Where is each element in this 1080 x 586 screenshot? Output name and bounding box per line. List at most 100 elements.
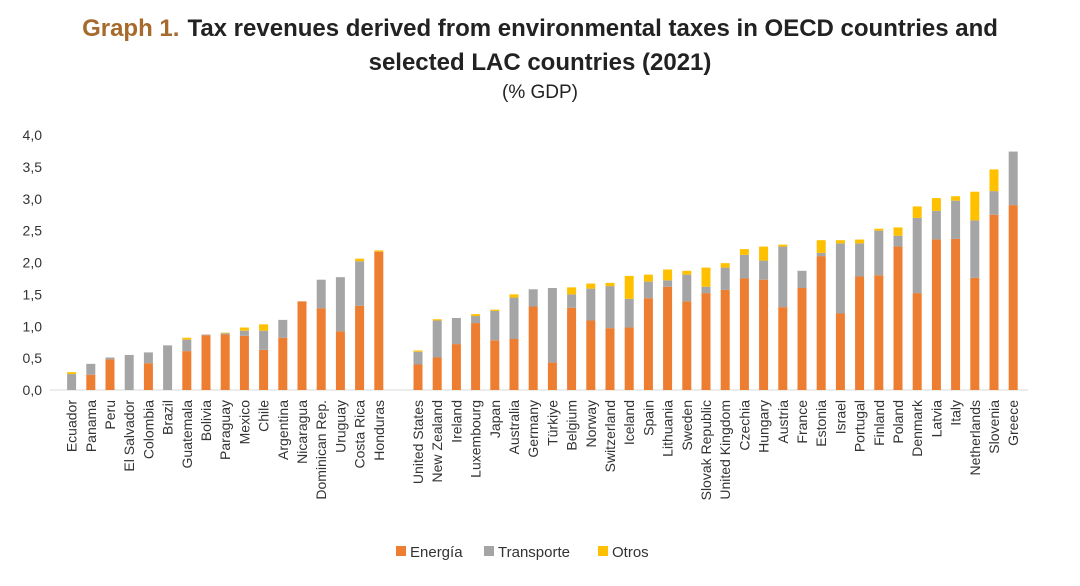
bar-segment-energía bbox=[490, 340, 500, 390]
bar-segment-transporte bbox=[220, 333, 230, 335]
bar-segment-transporte bbox=[143, 352, 153, 364]
bar-segment-energía bbox=[413, 364, 423, 390]
y-tick-label: 1,5 bbox=[23, 286, 43, 302]
bar-segment-transporte bbox=[316, 279, 326, 309]
bar-segment-otros bbox=[912, 206, 922, 218]
x-tick-label: Türkiye bbox=[544, 400, 560, 446]
bar-segment-transporte bbox=[989, 191, 999, 215]
y-tick-label: 3,0 bbox=[23, 191, 43, 207]
legend-swatch-transporte bbox=[484, 546, 494, 556]
legend-label-energía: Energía bbox=[410, 544, 463, 561]
bar-segment-energía bbox=[663, 286, 673, 390]
bar-segment-energía bbox=[335, 331, 345, 390]
bar-segment-transporte bbox=[739, 254, 749, 279]
x-tick-label: Uruguay bbox=[332, 400, 348, 453]
bar-segment-energía bbox=[374, 251, 384, 390]
bar-segment-transporte bbox=[547, 288, 557, 363]
bar-segment-energía bbox=[259, 349, 269, 390]
bar-segment-energía bbox=[316, 308, 326, 390]
bar-segment-transporte bbox=[163, 345, 173, 390]
bar-segment-otros bbox=[605, 282, 615, 287]
x-tick-label: Slovenia bbox=[986, 400, 1002, 454]
x-tick-label: New Zealand bbox=[429, 400, 445, 483]
bar-segment-otros bbox=[586, 283, 596, 289]
bar-segment-energía bbox=[720, 289, 730, 390]
x-tick-label: Switzerland bbox=[602, 400, 618, 472]
bar-segment-otros bbox=[509, 294, 519, 298]
bar-segment-transporte bbox=[778, 246, 788, 308]
bar-segment-otros bbox=[259, 324, 269, 331]
bar-segment-energía bbox=[528, 306, 538, 390]
graph-number-label: Graph 1. bbox=[82, 15, 180, 42]
bar-segment-energía bbox=[509, 339, 519, 390]
bar-segment-energía bbox=[643, 298, 653, 390]
x-tick-label: Poland bbox=[890, 400, 906, 444]
bar-segment-transporte bbox=[335, 277, 345, 332]
x-tick-label: Bolivia bbox=[198, 400, 214, 441]
x-tick-label: Hungary bbox=[756, 400, 772, 453]
bar-segment-otros bbox=[220, 332, 230, 334]
bar-segment-transporte bbox=[951, 200, 961, 239]
bar-segment-otros bbox=[893, 227, 903, 236]
bar-segment-energía bbox=[778, 307, 788, 390]
x-tick-label: Lithuania bbox=[660, 400, 676, 457]
x-tick-label: Guatemala bbox=[179, 400, 195, 469]
bar-segment-transporte bbox=[835, 243, 845, 314]
bar-segment-energía bbox=[682, 301, 692, 390]
bar-segment-energía bbox=[739, 278, 749, 390]
bar-segment-otros bbox=[471, 314, 481, 317]
bar-segment-otros bbox=[931, 198, 941, 211]
x-tick-label: Japan bbox=[487, 400, 503, 438]
y-tick-label: 2,0 bbox=[23, 255, 43, 271]
bar-segment-transporte bbox=[624, 298, 634, 328]
bar-segment-energía bbox=[239, 335, 249, 390]
bar-segment-otros bbox=[989, 169, 999, 192]
y-tick-label: 0,5 bbox=[23, 350, 43, 366]
bar-segment-energía bbox=[586, 320, 596, 390]
x-tick-label: Panama bbox=[83, 400, 99, 452]
x-tick-label: Greece bbox=[1005, 400, 1021, 446]
bar-segment-transporte bbox=[816, 252, 826, 257]
bar-segment-energía bbox=[912, 293, 922, 390]
bar-segment-transporte bbox=[67, 374, 77, 390]
bar-segment-otros bbox=[374, 250, 384, 252]
bar-segment-energía bbox=[874, 275, 884, 390]
x-tick-label: Israel bbox=[832, 400, 848, 434]
bar-segment-transporte bbox=[432, 320, 442, 358]
bar-segment-transporte bbox=[586, 288, 596, 321]
bar-segment-transporte bbox=[855, 243, 865, 277]
bar-segment-energía bbox=[816, 256, 826, 390]
x-tick-label: Norway bbox=[583, 400, 599, 447]
bar-segment-otros bbox=[355, 258, 365, 262]
x-tick-label: United Kingdom bbox=[717, 400, 733, 500]
x-tick-label: Mexico bbox=[236, 400, 252, 445]
bar-segment-energía bbox=[855, 276, 865, 390]
x-tick-label: Costa Rica bbox=[352, 400, 368, 469]
bar-segment-transporte bbox=[931, 210, 941, 240]
bar-segment-otros bbox=[413, 350, 423, 352]
x-tick-label: Iceland bbox=[621, 400, 637, 445]
bar-segment-otros bbox=[835, 240, 845, 244]
x-tick-label: Honduras bbox=[371, 400, 387, 461]
x-tick-label: Chile bbox=[256, 400, 272, 432]
bar-segment-energía bbox=[701, 293, 711, 390]
bar-segment-transporte bbox=[682, 274, 692, 302]
bar-segment-otros bbox=[643, 274, 653, 282]
bar-segment-transporte bbox=[355, 261, 365, 306]
bar-segment-energía bbox=[105, 359, 115, 390]
bar-segment-energía bbox=[471, 323, 481, 390]
bar-segment-otros bbox=[432, 319, 442, 321]
bar-segment-energía bbox=[970, 277, 980, 390]
y-tick-label: 3,5 bbox=[23, 159, 43, 175]
y-tick-label: 0,0 bbox=[23, 382, 43, 398]
x-tick-label: Colombia bbox=[140, 400, 156, 459]
bar-segment-energía bbox=[797, 288, 807, 390]
bar-segment-otros bbox=[874, 228, 884, 231]
bar-segment-transporte bbox=[528, 289, 538, 307]
bar-segment-transporte bbox=[893, 235, 903, 247]
bar-segment-transporte bbox=[509, 297, 519, 339]
legend-swatch-energía bbox=[396, 546, 406, 556]
bar-segment-otros bbox=[951, 196, 961, 201]
bar-segment-transporte bbox=[278, 319, 288, 338]
x-tick-label: Australia bbox=[506, 400, 522, 455]
